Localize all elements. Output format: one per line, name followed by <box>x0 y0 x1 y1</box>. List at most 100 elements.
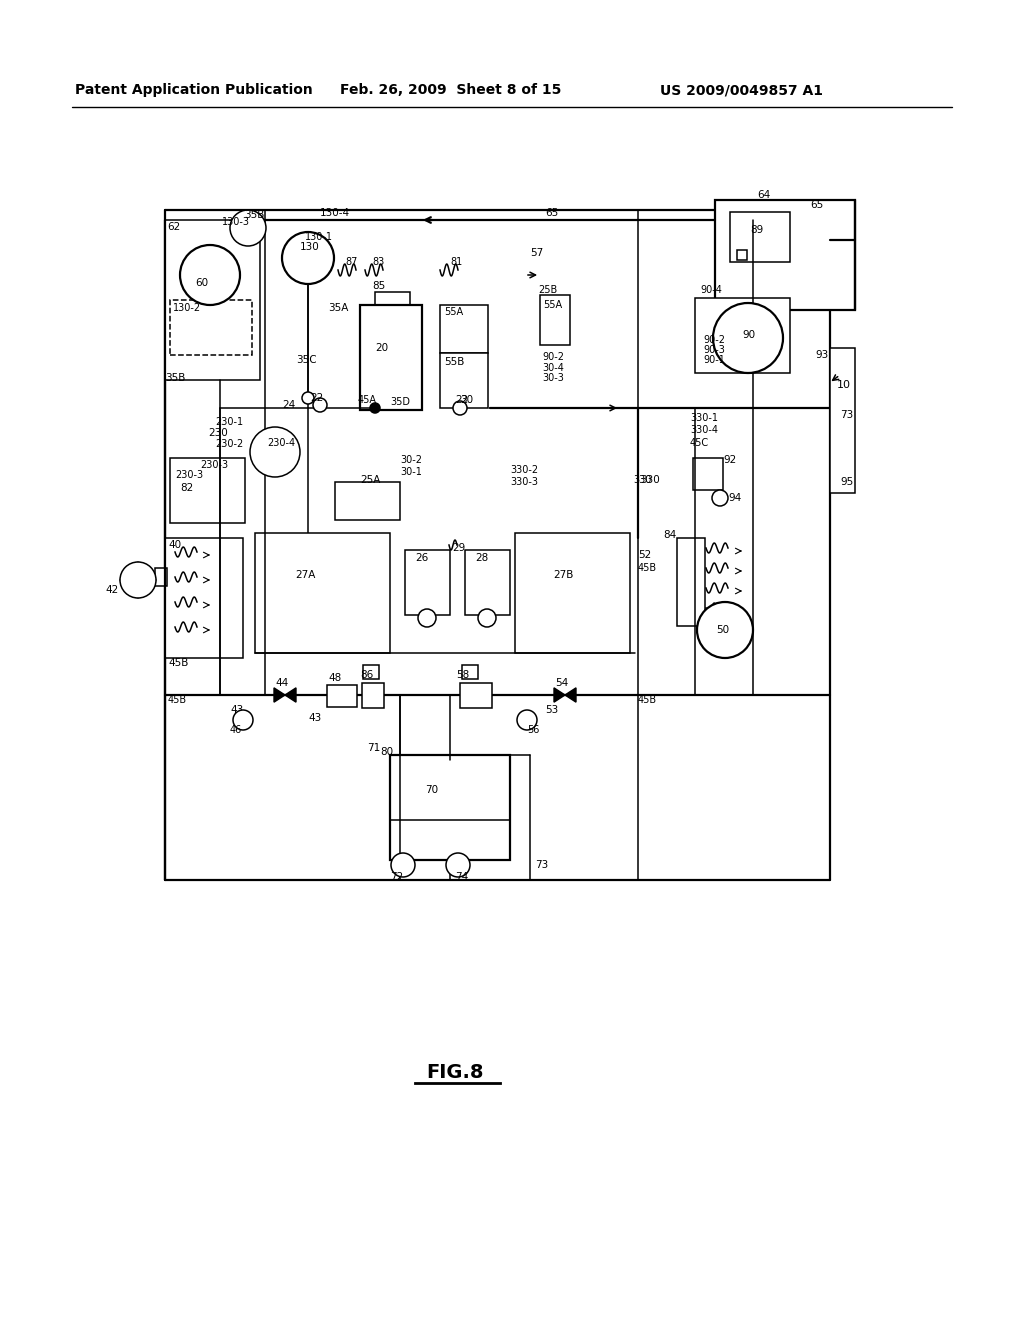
Text: 330-4: 330-4 <box>690 425 718 436</box>
Bar <box>362 682 384 708</box>
Bar <box>695 298 790 374</box>
Text: 56: 56 <box>527 725 540 735</box>
Text: 64: 64 <box>757 190 770 201</box>
Text: Patent Application Publication: Patent Application Publication <box>75 83 312 96</box>
Text: 52: 52 <box>638 550 651 560</box>
Circle shape <box>370 403 380 413</box>
Text: FIG.8: FIG.8 <box>426 1063 483 1081</box>
Text: 45A: 45A <box>358 395 377 405</box>
Text: 92: 92 <box>723 455 736 465</box>
Text: 60: 60 <box>195 279 208 288</box>
Text: 22: 22 <box>455 395 468 405</box>
Text: 35B: 35B <box>244 210 264 220</box>
Bar <box>715 201 855 310</box>
Bar <box>335 482 400 520</box>
Bar <box>540 294 570 345</box>
Text: 90-2: 90-2 <box>703 335 725 345</box>
Text: 65: 65 <box>545 209 558 218</box>
Text: 65: 65 <box>810 201 823 210</box>
Text: 28: 28 <box>475 553 488 564</box>
Text: 230-3: 230-3 <box>200 459 228 470</box>
Bar <box>360 305 422 411</box>
Text: 45B: 45B <box>168 657 188 668</box>
Bar <box>375 292 410 322</box>
Text: 62: 62 <box>167 222 180 232</box>
Circle shape <box>418 609 436 627</box>
Text: 330: 330 <box>640 475 659 484</box>
Bar <box>155 568 167 586</box>
Text: 35B: 35B <box>165 374 185 383</box>
Text: 40: 40 <box>168 540 181 550</box>
Text: 330-3: 330-3 <box>510 477 538 487</box>
Bar <box>462 665 478 678</box>
Bar <box>165 539 243 657</box>
Text: 45C: 45C <box>690 438 710 447</box>
Bar <box>515 533 630 653</box>
Bar <box>170 458 245 523</box>
Text: 55A: 55A <box>543 300 562 310</box>
Text: 55A: 55A <box>444 308 463 317</box>
Bar <box>460 682 492 708</box>
Text: 29: 29 <box>452 543 465 553</box>
Text: 230: 230 <box>208 428 227 438</box>
Circle shape <box>713 304 783 374</box>
Text: 230-2: 230-2 <box>215 440 244 449</box>
Text: 30-1: 30-1 <box>400 467 422 477</box>
Text: 35D: 35D <box>390 397 410 407</box>
Text: 43: 43 <box>308 713 322 723</box>
Polygon shape <box>285 688 296 702</box>
Circle shape <box>313 399 327 412</box>
Text: 86: 86 <box>360 671 374 680</box>
Text: 94: 94 <box>728 492 741 503</box>
Text: 93: 93 <box>815 350 828 360</box>
Text: 26: 26 <box>415 553 428 564</box>
Bar <box>165 220 260 380</box>
Text: 27A: 27A <box>295 570 315 579</box>
Text: 45B: 45B <box>168 696 187 705</box>
Text: 42: 42 <box>105 585 118 595</box>
Text: 27B: 27B <box>553 570 573 579</box>
Circle shape <box>120 562 156 598</box>
Text: 44: 44 <box>275 678 288 688</box>
Circle shape <box>302 392 314 404</box>
Text: 73: 73 <box>840 411 853 420</box>
Circle shape <box>180 246 240 305</box>
Text: 35C: 35C <box>296 355 316 366</box>
Circle shape <box>517 710 537 730</box>
Circle shape <box>697 602 753 657</box>
Bar <box>440 352 488 408</box>
Bar <box>830 348 855 492</box>
Text: 10: 10 <box>837 380 851 389</box>
Text: 87: 87 <box>345 257 357 267</box>
Text: 130: 130 <box>300 242 319 252</box>
Text: 230-1: 230-1 <box>215 417 243 426</box>
Text: Feb. 26, 2009  Sheet 8 of 15: Feb. 26, 2009 Sheet 8 of 15 <box>340 83 561 96</box>
Circle shape <box>391 853 415 876</box>
Text: 30-3: 30-3 <box>542 374 564 383</box>
Text: 25B: 25B <box>538 285 557 294</box>
Text: 82: 82 <box>180 483 194 492</box>
Polygon shape <box>274 688 285 702</box>
Text: 20: 20 <box>375 343 388 352</box>
Text: 24: 24 <box>282 400 295 411</box>
Text: 54: 54 <box>555 678 568 688</box>
Bar <box>170 300 252 355</box>
Text: 230-4: 230-4 <box>267 438 295 447</box>
Text: 95: 95 <box>840 477 853 487</box>
Text: 90-3: 90-3 <box>703 345 725 355</box>
Text: 81: 81 <box>450 257 462 267</box>
Circle shape <box>250 426 300 477</box>
Text: 50: 50 <box>716 624 729 635</box>
Bar <box>390 755 510 861</box>
Text: 43: 43 <box>230 705 244 715</box>
Bar <box>327 685 357 708</box>
Text: 84: 84 <box>663 531 676 540</box>
Text: 80: 80 <box>380 747 393 756</box>
Text: 58: 58 <box>456 671 469 680</box>
Circle shape <box>230 210 266 246</box>
Text: 72: 72 <box>390 873 403 882</box>
Text: 71: 71 <box>367 743 380 752</box>
Text: 330-2: 330-2 <box>510 465 539 475</box>
Circle shape <box>446 853 470 876</box>
Text: 330: 330 <box>633 475 651 484</box>
